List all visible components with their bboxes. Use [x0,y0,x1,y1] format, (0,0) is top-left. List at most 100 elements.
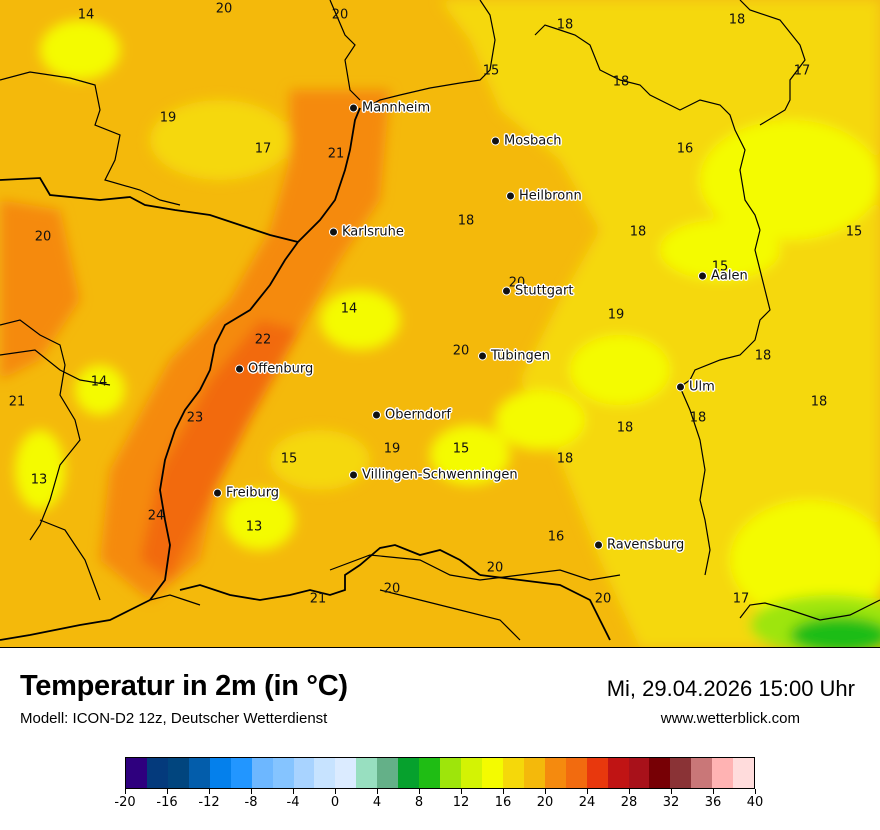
colorbar-tick [209,789,210,794]
colorbar-tick [503,789,504,794]
city-name: Ulm [689,379,715,395]
city-dot-icon [491,136,500,146]
colorbar-tick [629,789,630,794]
map-field [0,0,880,647]
temperature-value: 19 [383,441,401,457]
temperature-value: 18 [612,74,630,90]
city-dot-icon [235,364,244,374]
city-dot-icon [676,382,685,392]
city-dot-icon [349,470,358,480]
city-dot-icon [329,227,338,237]
temperature-value: 18 [616,420,634,436]
temperature-value: 24 [147,508,165,524]
city-dot-icon [594,540,603,550]
colorbar-tick [335,789,336,794]
temperature-value: 16 [547,529,565,545]
colorbar-segment [586,758,608,788]
colorbar-tick [419,789,420,794]
colorbar-segment [712,758,734,788]
colorbar-segment [461,758,482,788]
colorbar-tick [755,789,756,794]
temperature-value: 13 [245,519,263,535]
city-marker: Karlsruhe [329,225,404,240]
colorbar-tick [587,789,588,794]
city-marker: Aalen [698,269,748,284]
colorbar-segment [335,758,357,788]
city-dot-icon [372,410,381,420]
model-subtitle: Modell: ICON-D2 12z, Deutscher Wetterdie… [20,710,328,727]
city-dot-icon [502,286,511,296]
temperature-colorbar [125,757,755,789]
colorbar-tick [167,789,168,794]
colorbar-segment [440,758,461,788]
city-marker: Heilbronn [506,189,582,204]
temperature-value: 18 [629,224,647,240]
colorbar-tick-label: 0 [330,795,340,810]
city-marker: Offenburg [235,362,313,377]
temperature-value: 15 [711,259,729,275]
colorbar-tick [251,789,252,794]
temperature-value: 17 [732,591,750,607]
colorbar-segment [502,758,524,788]
city-name: Heilbronn [519,188,582,204]
temperature-value: 18 [689,410,707,426]
temperature-value: 20 [383,581,401,597]
temperature-value: 20 [508,275,526,291]
temperature-value: 15 [845,224,863,240]
temperature-value: 15 [280,451,298,467]
temperature-value: 20 [215,1,233,17]
colorbar-tick-label: 40 [746,795,764,810]
colorbar-segment [251,758,273,788]
colorbar-tick-label: -8 [244,795,258,810]
colorbar-segment [565,758,587,788]
temperature-value: 20 [34,229,52,245]
colorbar-tick-label: 36 [704,795,722,810]
city-marker: Ulm [676,380,715,395]
city-name: Mannheim [362,100,431,116]
colorbar-tick [377,789,378,794]
temperature-value: 18 [457,213,475,229]
temperature-value: 20 [331,7,349,23]
city-marker: Mosbach [491,134,562,149]
city-marker: Tübingen [478,349,550,364]
temperature-value: 16 [676,141,694,157]
colorbar-segment [481,758,503,788]
city-name: Offenburg [248,361,314,377]
city-name: Mosbach [504,133,562,149]
city-name: Stuttgart [515,283,574,299]
city-marker: Villingen-Schwenningen [349,468,518,483]
city-name: Tübingen [491,348,550,364]
temperature-value: 18 [810,394,828,410]
temperature-value: 21 [327,146,345,162]
colorbar-segment [544,758,566,788]
city-name: Villingen-Schwenningen [362,467,518,483]
colorbar-tick [125,789,126,794]
colorbar-segment [146,758,168,788]
temperature-value: 14 [90,374,108,390]
map-title: Temperatur in 2m (in °C) [20,670,348,702]
colorbar-segment [733,758,755,788]
temperature-value: 17 [254,141,272,157]
city-marker: Stuttgart [502,284,573,299]
colorbar-tick [461,789,462,794]
colorbar-tick-label: -12 [198,795,220,810]
colorbar-tick-label: 12 [452,795,470,810]
temperature-value: 14 [340,301,358,317]
city-dot-icon [213,488,222,498]
temperature-value: 20 [486,560,504,576]
website-link[interactable]: www.wetterblick.com [660,710,800,727]
colorbar-tick [713,789,714,794]
colorbar-tick [671,789,672,794]
colorbar-tick-label: -4 [286,795,300,810]
temperature-value: 18 [556,451,574,467]
temperature-value: 20 [452,343,470,359]
temperature-value: 17 [793,63,811,79]
colorbar-segment [691,758,713,788]
temperature-value: 21 [309,591,327,607]
colorbar-segment [523,758,545,788]
forecast-datetime: Mi, 29.04.2026 15:00 Uhr [606,676,855,701]
temperature-value: 13 [30,472,48,488]
city-dot-icon [478,351,487,361]
colorbar-segment [230,758,252,788]
colorbar-segment [628,758,650,788]
